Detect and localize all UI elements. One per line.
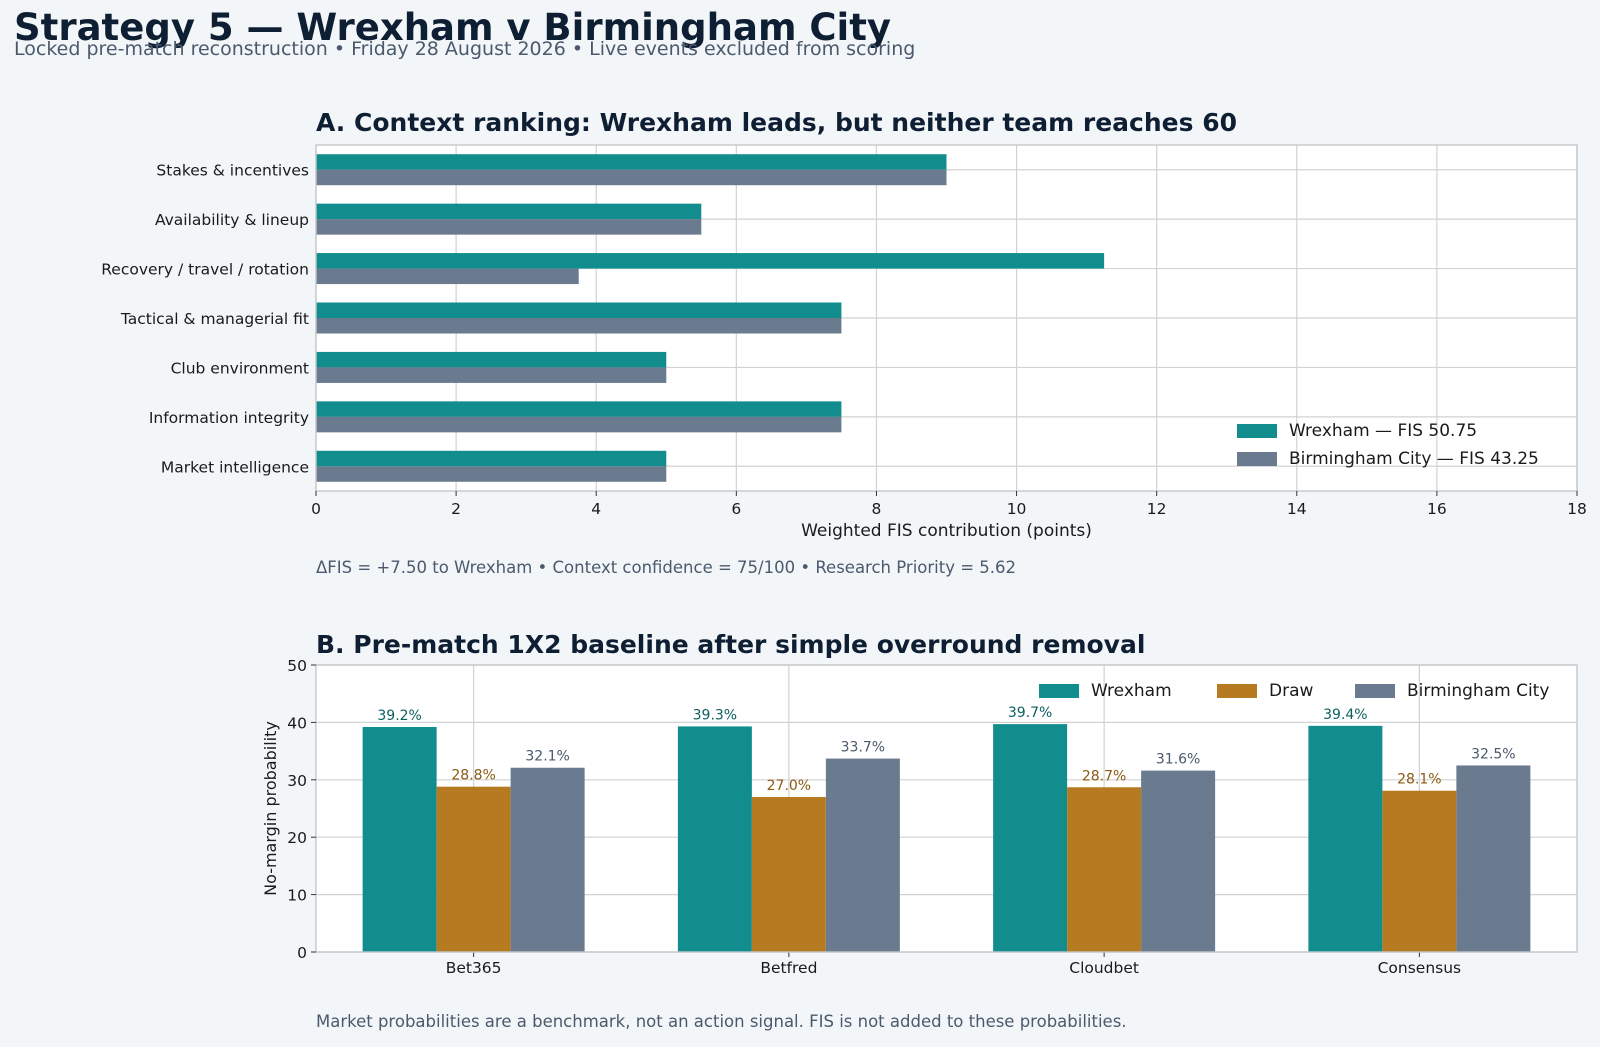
chart-b-frame	[315, 664, 1578, 953]
chart-a-frame	[315, 144, 1578, 492]
chart-b-data-label: 39.3%	[693, 707, 737, 723]
chart-b-data-label: 39.2%	[377, 708, 421, 724]
chart-a-bar	[316, 466, 667, 482]
chart-a-tick-label: 4	[591, 500, 601, 518]
chart-a-category-label: Market intelligence	[161, 458, 309, 476]
chart-a-category-label: Information integrity	[149, 409, 309, 427]
chart-b-data-label: 28.7%	[1082, 768, 1126, 784]
chart-b-category-label: Bet365	[446, 959, 502, 977]
chart-a-tick-label: 0	[311, 500, 321, 518]
chart-a-legend-label: Wrexham — FIS 50.75	[1289, 421, 1477, 441]
chart-b-legend-label: Draw	[1269, 681, 1313, 701]
chart-b-tick-label: 30	[287, 772, 307, 790]
chart-b-bar	[1456, 765, 1531, 952]
chart-a-bar	[316, 318, 842, 334]
chart-a-category-label: Tactical & managerial fit	[120, 310, 309, 328]
chart-a-bar	[316, 302, 842, 318]
chart-a-bar	[316, 351, 667, 368]
chart-a-bar	[316, 203, 702, 220]
chart-b-tick-label: 20	[287, 829, 307, 847]
chart-b-bar	[1141, 770, 1216, 952]
chart-b-tick-label: 10	[287, 887, 307, 905]
chart-b-bar	[1067, 787, 1142, 952]
chart-b-bar	[1382, 790, 1457, 952]
chart-a-footnote: ΔFIS = +7.50 to Wrexham • Context confid…	[316, 558, 1017, 577]
chart-a-bar	[316, 253, 1105, 269]
chart-a-context-ranking: Stakes & incentives Availability & lineup…	[101, 108, 1587, 541]
chart-b-bar	[1308, 725, 1383, 952]
chart-b-bar	[825, 758, 900, 952]
chart-b-bar	[751, 797, 826, 952]
chart-a-bar	[316, 450, 667, 467]
chart-a-bar	[316, 367, 667, 383]
chart-b-data-label: 39.4%	[1323, 707, 1367, 723]
chart-b-legend-swatch	[1217, 684, 1257, 698]
chart-a-category-label: Availability & lineup	[155, 211, 309, 229]
page-subtitle: Locked pre-match reconstruction • Friday…	[14, 38, 916, 60]
chart-b-ylabel: No-margin probability	[261, 721, 280, 896]
chart-a-bar	[316, 169, 947, 186]
chart-b-footnote: Market probabilities are a benchmark, no…	[316, 1012, 1127, 1031]
chart-a-xlabel: Weighted FIS contribution (points)	[801, 521, 1092, 541]
chart-a-tick-label: 18	[1567, 500, 1587, 518]
chart-a-tick-label: 12	[1147, 500, 1167, 518]
chart-b-tick-label: 40	[287, 714, 307, 732]
chart-a-legend-swatch	[1237, 452, 1277, 466]
chart-a-tick-label: 10	[1007, 500, 1027, 518]
chart-b-data-label: 32.1%	[525, 749, 569, 765]
chart-b-data-label: 32.5%	[1471, 746, 1515, 762]
chart-b-data-label: 33.7%	[841, 740, 885, 756]
chart-a-bar	[316, 154, 947, 170]
chart-b-legend-label: Wrexham	[1091, 681, 1172, 701]
chart-b-legend-swatch	[1355, 684, 1395, 698]
chart-a-tick-label: 2	[451, 500, 461, 518]
chart-a-bar	[316, 416, 842, 433]
page-title: Strategy 5 — Wrexham v Birmingham City	[14, 6, 892, 49]
chart-b-bar	[677, 726, 752, 952]
chart-a-tick-label: 8	[872, 500, 882, 518]
chart-b-title: B. Pre-match 1X2 baseline after simple o…	[316, 630, 1145, 659]
chart-a-bar	[316, 401, 842, 417]
chart-a-tick-label: 16	[1427, 500, 1447, 518]
chart-b-category-label: Cloudbet	[1069, 959, 1139, 977]
chart-a-bar	[316, 268, 579, 285]
chart-b-bar	[436, 786, 511, 952]
chart-b-data-label: 28.1%	[1397, 772, 1441, 788]
chart-b-bar	[510, 767, 585, 952]
chart-b-category-label: Betfred	[760, 959, 817, 977]
chart-a-title: A. Context ranking: Wrexham leads, but n…	[316, 108, 1237, 137]
chart-a-bar	[316, 219, 702, 235]
chart-a-legend-swatch	[1237, 424, 1277, 438]
chart-a-category-label: Stakes & incentives	[156, 162, 309, 180]
chart-b-legend-swatch	[1039, 684, 1079, 698]
chart-a-legend-label: Birmingham City — FIS 43.25	[1289, 449, 1539, 469]
chart-b-data-label: 31.6%	[1156, 752, 1200, 768]
chart-b-category-label: Consensus	[1378, 959, 1462, 977]
chart-b-data-label: 39.7%	[1008, 705, 1052, 721]
chart-a-tick-label: 6	[731, 500, 741, 518]
chart-b-tick-label: 0	[297, 944, 307, 962]
chart-b-1x2-baseline: 39.2% 28.8% 32.1% Bet365 39.3% 27.0% 33.7% Betf…	[261, 630, 1578, 977]
chart-b-tick-label: 50	[287, 657, 307, 675]
chart-b-data-label: 27.0%	[767, 778, 811, 794]
chart-a-tick-label: 14	[1287, 500, 1307, 518]
chart-b-bar	[362, 726, 437, 952]
chart-b-legend-label: Birmingham City	[1407, 681, 1549, 701]
chart-b-bar	[993, 724, 1068, 952]
chart-a-category-label: Club environment	[171, 359, 309, 377]
chart-a-category-label: Recovery / travel / rotation	[101, 261, 309, 279]
chart-b-data-label: 28.8%	[451, 768, 495, 784]
